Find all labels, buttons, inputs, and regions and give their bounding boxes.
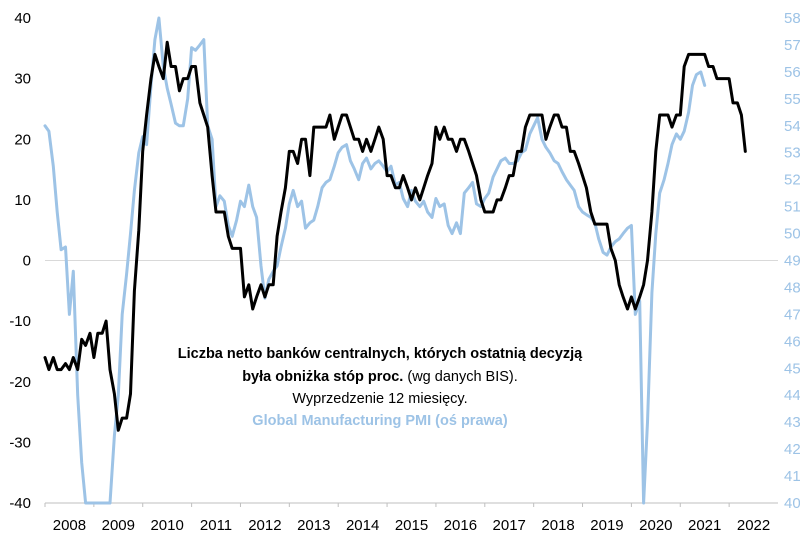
right-tick-label: 55	[784, 91, 800, 108]
x-tick-label: 2020	[639, 517, 672, 534]
x-tick-label: 2014	[346, 517, 379, 534]
right-tick-label: 56	[784, 64, 800, 81]
left-tick-label: 20	[14, 131, 31, 148]
annotation-line-4: Global Manufacturing PMI (oś prawa)	[252, 413, 508, 429]
left-tick-label: -40	[9, 495, 31, 512]
x-tick-label: 2019	[590, 517, 623, 534]
right-tick-label: 46	[784, 333, 800, 350]
left-tick-label: -20	[9, 374, 31, 391]
right-tick-label: 41	[784, 468, 800, 485]
x-tick-label: 2015	[395, 517, 428, 534]
central-banks-series-line	[43, 40, 747, 432]
right-tick-label: 58	[784, 10, 800, 27]
annotation: Liczba netto banków centralnych, których…	[178, 346, 583, 429]
right-tick-label: 51	[784, 199, 800, 216]
right-tick-label: 50	[784, 226, 800, 243]
annotation-line-2-normal: (wg danych BIS).	[403, 369, 517, 385]
right-tick-label: 42	[784, 441, 800, 458]
right-tick-label: 40	[784, 495, 800, 512]
x-tick-label: 2012	[248, 517, 281, 534]
annotation-line-2-bold: była obniżka stóp proc.	[242, 369, 403, 385]
annotation-line-3: Wyprzedzenie 12 miesięcy.	[292, 391, 467, 407]
left-tick-label: 40	[14, 10, 31, 27]
right-tick-label: 49	[784, 253, 800, 270]
x-tick-label: 2021	[688, 517, 721, 534]
left-tick-label: 30	[14, 71, 31, 88]
right-tick-label: 47	[784, 306, 800, 323]
left-tick-label: -30	[9, 434, 31, 451]
left-tick-label: -10	[9, 313, 31, 330]
x-tick-label: 2011	[200, 517, 232, 534]
x-tick-label: 2016	[444, 517, 477, 534]
right-tick-label: 53	[784, 145, 800, 162]
right-tick-label: 44	[784, 387, 800, 404]
x-tick-label: 2010	[150, 517, 183, 534]
x-tick-label: 2017	[493, 517, 526, 534]
x-axis: 2008 2009 2010 2011 2012 2013 2014 2015 2016 2017…	[44, 502, 778, 534]
left-tick-label: 0	[23, 253, 31, 270]
right-tick-label: 52	[784, 172, 800, 189]
x-tick-label: 2008	[53, 517, 86, 534]
right-axis: 58 57 56 55 54 53 52 51 50 49 48 47 46 45 44 43 42 41 40	[784, 10, 800, 512]
x-tick-label: 2022	[737, 517, 770, 534]
right-tick-label: 57	[784, 37, 800, 54]
annotation-line-2: była obniżka stóp proc. (wg danych BIS).	[242, 369, 518, 385]
x-tick-label: 2013	[297, 517, 330, 534]
right-tick-label: 54	[784, 118, 800, 135]
left-tick-label: 10	[14, 192, 31, 209]
x-tick-label: 2009	[102, 517, 135, 534]
left-axis: 40 30 20 10 0 -10 -20 -30 -40	[9, 10, 31, 512]
series-layer	[43, 16, 747, 505]
right-tick-label: 43	[784, 414, 800, 431]
right-tick-label: 45	[784, 360, 800, 377]
x-tick-label: 2018	[541, 517, 574, 534]
right-tick-label: 48	[784, 279, 800, 296]
annotation-line-1: Liczba netto banków centralnych, których…	[178, 346, 583, 362]
